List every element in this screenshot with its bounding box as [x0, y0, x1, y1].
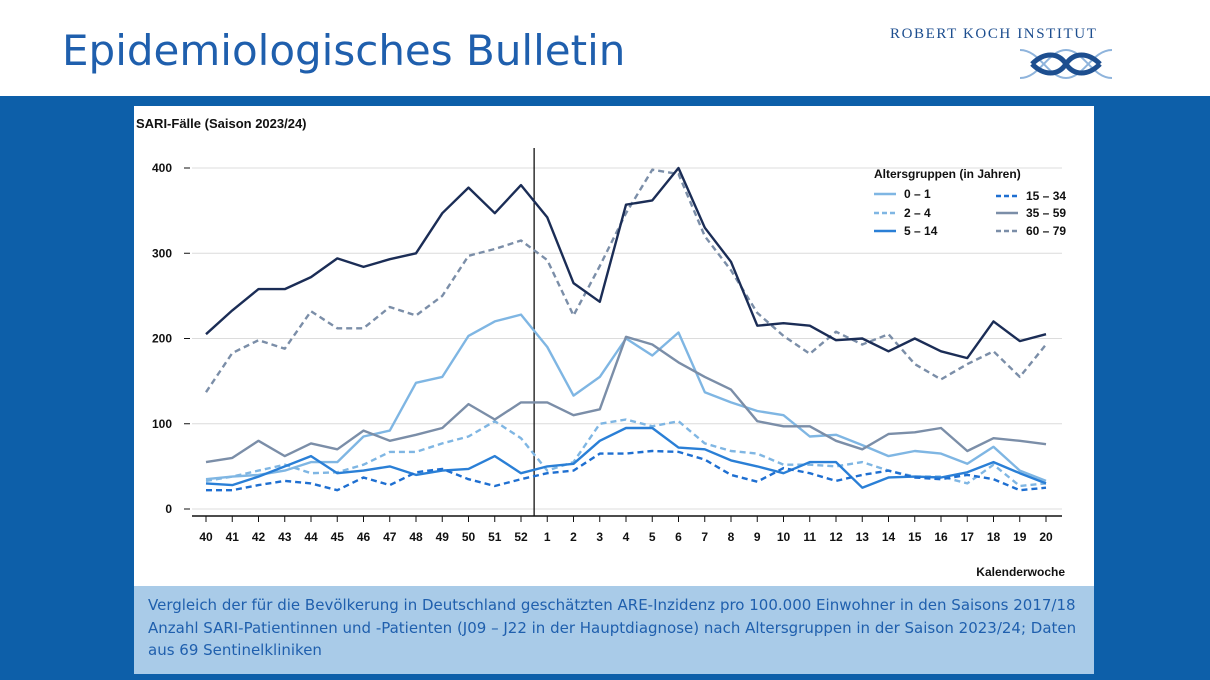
legend-label: 5 – 14: [904, 224, 938, 238]
x-tick-label: 50: [462, 530, 476, 544]
x-tick-label: 12: [829, 530, 843, 544]
header: Epidemiologisches Bulletin ROBERT KOCH I…: [0, 0, 1210, 96]
x-tick-label: 5: [649, 530, 656, 544]
x-tick-label: 52: [514, 530, 528, 544]
x-tick-label: 41: [226, 530, 240, 544]
page-title: Epidemiologisches Bulletin: [62, 26, 626, 75]
series-line-2: [205, 426, 1047, 489]
x-tick-label: 13: [856, 530, 870, 544]
y-tick-label: 300: [152, 246, 172, 260]
double-helix-icon: [1019, 48, 1113, 80]
chart-panel: SARI-Fälle (Saison 2023/24) 0 100 200 300 40…: [134, 106, 1094, 586]
logo-text: ROBERT KOCH INSTITUT: [890, 26, 1098, 42]
x-tick-label: 44: [304, 530, 318, 544]
legend: Altersgruppen (in Jahren) 0 – 1 2 – 4 5 – 1…: [874, 167, 1066, 238]
sari-line-chart: SARI-Fälle (Saison 2023/24) 010020030040…: [136, 116, 1066, 579]
x-tick-label: 46: [357, 530, 371, 544]
x-tick-label: 11: [803, 530, 816, 544]
series-layer: [205, 166, 1047, 492]
x-tick-label: 2: [570, 530, 577, 544]
series-line-5: [205, 168, 1047, 393]
y-tick-label: 400: [152, 161, 172, 175]
legend-label: 15 – 34: [1026, 189, 1066, 203]
x-tick-label: 42: [252, 530, 266, 544]
x-tick-label: 40: [199, 530, 213, 544]
x-tick-label: 9: [754, 530, 761, 544]
y-tick-label: 200: [152, 332, 172, 346]
series-line-3: [206, 449, 1047, 492]
x-tick-label: 7: [701, 530, 708, 544]
y-tick-label: 100: [152, 417, 172, 431]
x-tick-label: 8: [728, 530, 735, 544]
caption-box: Vergleich der für die Bevölkerung in Deu…: [134, 586, 1094, 674]
x-tick-label: 49: [436, 530, 450, 544]
x-tick-label: 47: [383, 530, 397, 544]
legend-label: 0 – 1: [904, 187, 931, 201]
x-tick-label: 19: [1013, 530, 1027, 544]
x-tick-label: 43: [278, 530, 292, 544]
x-tick-label: 10: [777, 530, 791, 544]
x-tick-label: 4: [623, 530, 630, 544]
x-tick-label: 51: [488, 530, 502, 544]
x-tick-label: 6: [675, 530, 682, 544]
series-line-4: [205, 335, 1047, 464]
caption-text: Vergleich der für die Bevölkerung in Deu…: [148, 596, 1077, 659]
x-tick-label: 3: [596, 530, 603, 544]
series-line-6: [205, 166, 1047, 360]
legend-label: 35 – 59: [1026, 206, 1066, 220]
x-tick-label: 14: [882, 530, 896, 544]
x-tick-label: 18: [987, 530, 1001, 544]
x-tick-label: 1: [544, 530, 551, 544]
x-tick-label: 45: [331, 530, 345, 544]
legend-title: Altersgruppen (in Jahren): [874, 167, 1021, 181]
chart-title: SARI-Fälle (Saison 2023/24): [136, 116, 307, 131]
y-tick-label: 0: [165, 502, 172, 516]
x-tick-label: 20: [1039, 530, 1053, 544]
x-tick-label: 16: [934, 530, 948, 544]
x-axis-label: Kalenderwoche: [976, 565, 1065, 579]
x-tick-label: 48: [409, 530, 423, 544]
rki-logo: ROBERT KOCH INSTITUT: [890, 22, 1130, 86]
x-tick-label: 15: [908, 530, 922, 544]
legend-label: 60 – 79: [1026, 224, 1066, 238]
legend-label: 2 – 4: [904, 206, 931, 220]
x-tick-label: 17: [961, 530, 975, 544]
